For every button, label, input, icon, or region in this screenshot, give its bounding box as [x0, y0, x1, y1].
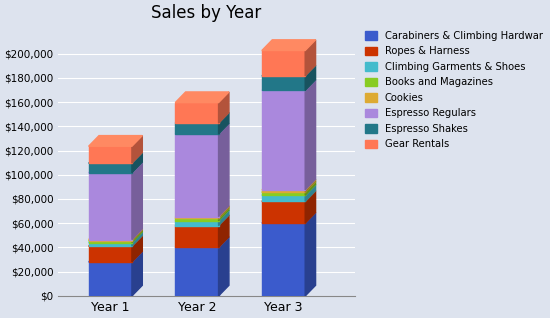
Bar: [89, 262, 132, 296]
Polygon shape: [175, 237, 229, 247]
Polygon shape: [89, 230, 142, 241]
Polygon shape: [132, 230, 142, 243]
Polygon shape: [262, 65, 316, 76]
Polygon shape: [262, 179, 316, 190]
Polygon shape: [262, 185, 316, 195]
Polygon shape: [175, 123, 229, 134]
Bar: [175, 218, 218, 221]
Legend: Carabiners & Climbing Hardwar, Ropes & Harness, Climbing Garments & Shoes, Books: Carabiners & Climbing Hardwar, Ropes & H…: [362, 29, 544, 151]
Polygon shape: [305, 185, 316, 201]
Polygon shape: [132, 229, 142, 241]
Polygon shape: [132, 135, 142, 163]
Bar: [175, 247, 218, 296]
Polygon shape: [305, 40, 316, 76]
Polygon shape: [175, 92, 229, 103]
Bar: [262, 190, 305, 192]
Polygon shape: [89, 229, 142, 239]
Polygon shape: [175, 206, 229, 217]
Polygon shape: [305, 212, 316, 296]
Bar: [89, 163, 132, 173]
Bar: [262, 223, 305, 296]
Polygon shape: [132, 162, 142, 239]
Polygon shape: [305, 182, 316, 195]
Bar: [262, 195, 305, 201]
Polygon shape: [218, 92, 229, 123]
Bar: [89, 173, 132, 239]
Polygon shape: [218, 113, 229, 134]
Bar: [89, 243, 132, 246]
Polygon shape: [262, 40, 316, 51]
Polygon shape: [132, 232, 142, 246]
Polygon shape: [218, 123, 229, 217]
Polygon shape: [89, 232, 142, 243]
Bar: [262, 51, 305, 76]
Polygon shape: [218, 210, 229, 226]
Bar: [89, 241, 132, 243]
Polygon shape: [305, 65, 316, 91]
Bar: [175, 123, 218, 134]
Bar: [89, 146, 132, 163]
Bar: [175, 134, 218, 217]
Bar: [262, 76, 305, 91]
Polygon shape: [305, 191, 316, 223]
Polygon shape: [175, 215, 229, 226]
Polygon shape: [89, 135, 142, 146]
Polygon shape: [218, 215, 229, 247]
Polygon shape: [89, 153, 142, 163]
Polygon shape: [132, 153, 142, 173]
Bar: [89, 246, 132, 262]
Polygon shape: [262, 80, 316, 91]
Polygon shape: [305, 80, 316, 190]
Bar: [175, 221, 218, 226]
Polygon shape: [175, 208, 229, 218]
Bar: [262, 192, 305, 195]
Polygon shape: [262, 212, 316, 223]
Title: Sales by Year: Sales by Year: [151, 4, 262, 22]
Bar: [89, 239, 132, 241]
Bar: [175, 103, 218, 123]
Polygon shape: [89, 162, 142, 173]
Polygon shape: [218, 237, 229, 296]
Polygon shape: [89, 236, 142, 246]
Polygon shape: [218, 208, 229, 221]
Polygon shape: [175, 113, 229, 123]
Polygon shape: [132, 251, 142, 296]
Polygon shape: [132, 236, 142, 262]
Bar: [262, 201, 305, 223]
Polygon shape: [175, 210, 229, 221]
Bar: [262, 91, 305, 190]
Polygon shape: [262, 182, 316, 192]
Polygon shape: [89, 251, 142, 262]
Polygon shape: [218, 206, 229, 218]
Bar: [175, 226, 218, 247]
Polygon shape: [262, 191, 316, 201]
Polygon shape: [305, 179, 316, 192]
Bar: [175, 217, 218, 218]
